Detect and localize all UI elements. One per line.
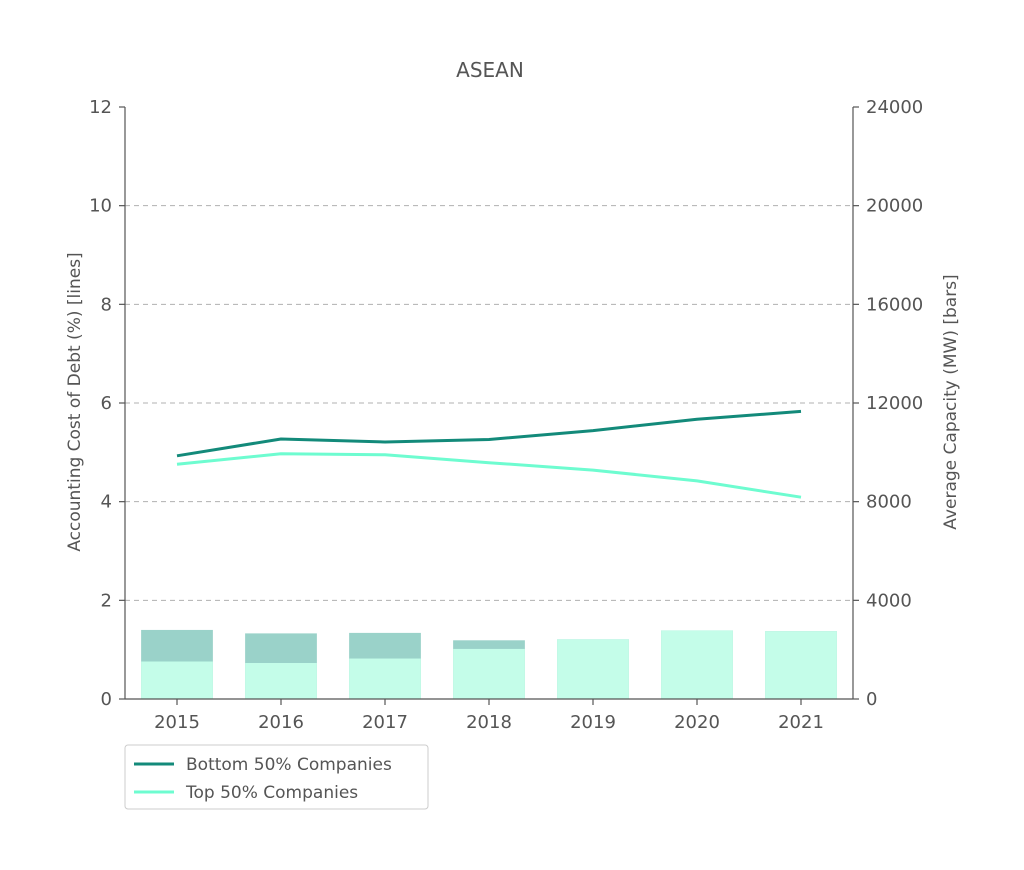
chart-title: ASEAN [456, 58, 524, 82]
left-tick-label: 6 [101, 393, 112, 414]
x-tick-label: 2020 [674, 712, 720, 733]
right-axis-title: Average Capacity (MW) [bars] [941, 274, 961, 529]
legend-label-top-50: Top 50% Companies [185, 783, 358, 803]
right-tick-label: 8000 [866, 492, 912, 513]
legend-label-bottom-50: Bottom 50% Companies [186, 755, 392, 775]
x-tick-label: 2018 [466, 712, 512, 733]
left-tick-labels: 0 2 4 6 8 10 12 [89, 97, 125, 710]
series-line-top-50 [176, 452, 802, 499]
left-tick-label: 2 [101, 590, 112, 611]
x-tick-label: 2017 [362, 712, 408, 733]
left-tick-label: 4 [101, 492, 112, 513]
legend: Bottom 50% Companies Top 50% Companies [124, 744, 429, 810]
right-tick-label: 24000 [866, 97, 923, 118]
left-tick-label: 12 [89, 97, 112, 118]
left-tick-label: 10 [89, 196, 112, 217]
bar-2020-front [661, 630, 733, 699]
right-tick-label: 20000 [866, 196, 923, 217]
x-tick-label: 2016 [258, 712, 304, 733]
right-tick-labels: 0 4000 8000 12000 16000 20000 24000 [853, 97, 923, 710]
right-tick-label: 12000 [866, 393, 923, 414]
left-tick-label: 8 [101, 294, 112, 315]
grid-lines [125, 205, 853, 601]
bar-2019-front [557, 639, 629, 699]
right-tick-label: 16000 [866, 294, 923, 315]
bar-2016-front [245, 662, 317, 699]
legend-box [124, 744, 429, 810]
bar-2018-front [453, 648, 525, 699]
bar-2017-front [349, 658, 421, 699]
series-line-bottom-50 [176, 409, 802, 458]
x-tick-label: 2021 [778, 712, 824, 733]
bars [141, 629, 837, 699]
bar-2021-front [765, 631, 837, 699]
bar-2015-front [141, 661, 213, 699]
left-tick-label: 0 [101, 689, 112, 710]
series-lines [176, 409, 802, 499]
right-tick-label: 4000 [866, 590, 912, 611]
right-tick-label: 0 [866, 689, 877, 710]
left-axis-title: Accounting Cost of Debt (%) [lines] [65, 252, 85, 551]
x-tick-labels: 2015 2016 2017 2018 2019 2020 2021 [154, 699, 824, 733]
x-tick-label: 2019 [570, 712, 616, 733]
x-tick-label: 2015 [154, 712, 200, 733]
